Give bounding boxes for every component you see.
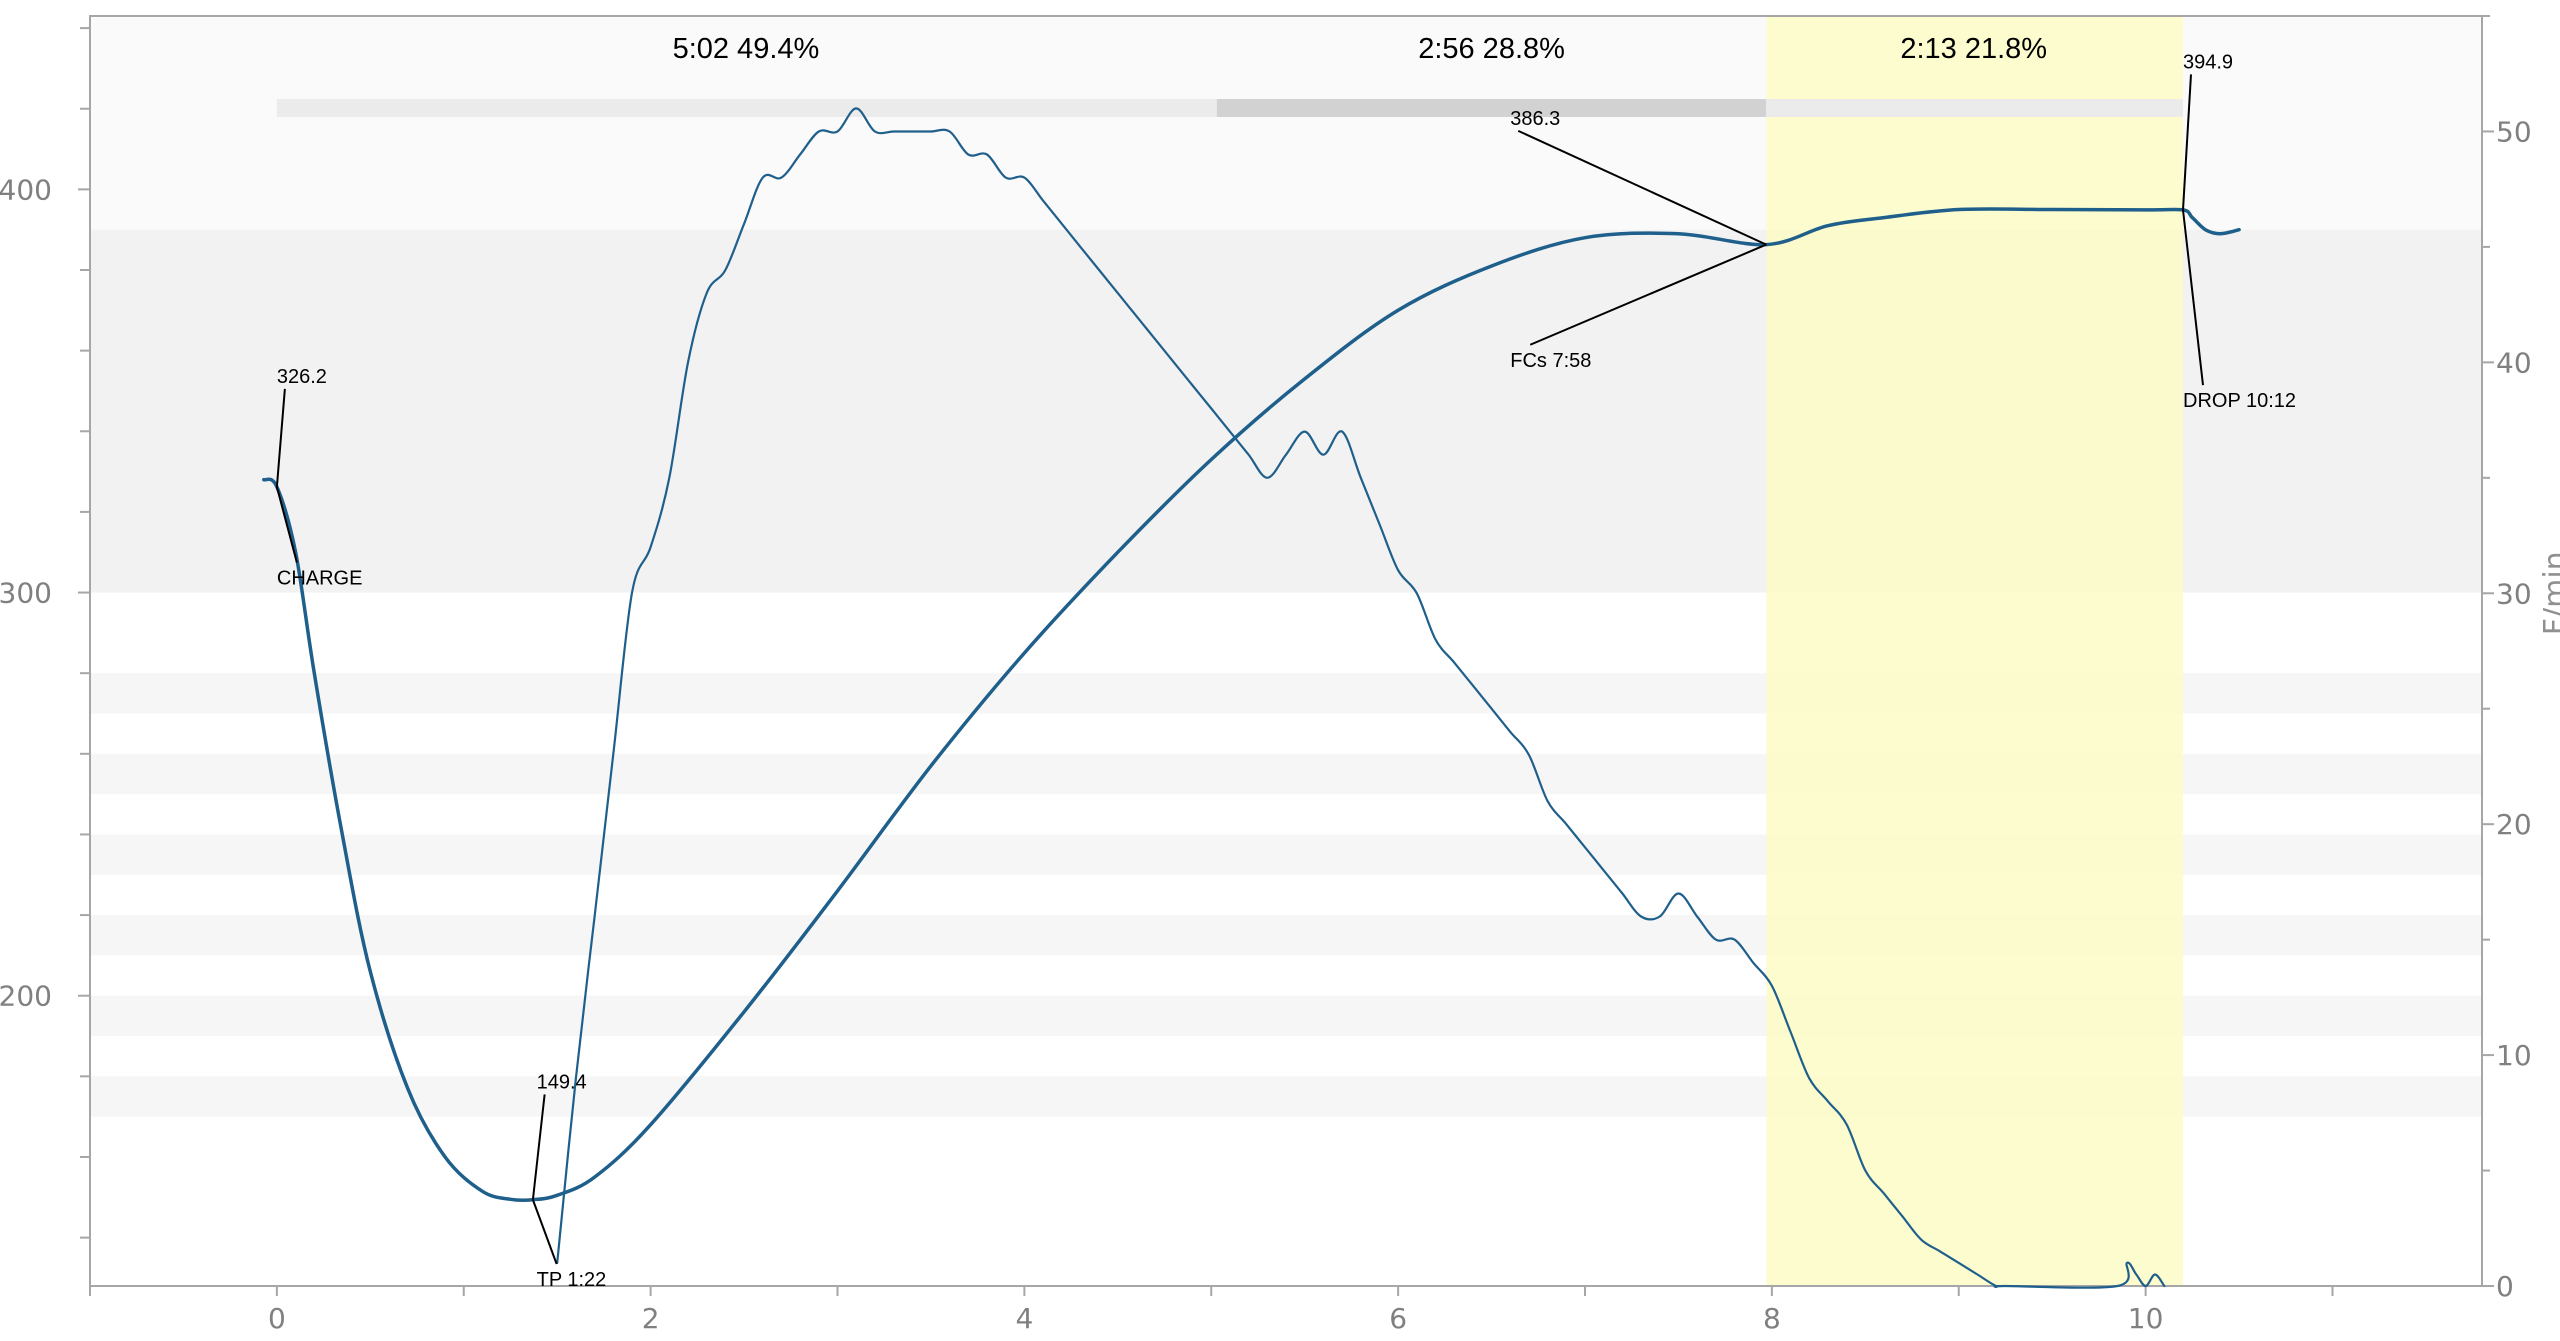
annotation-leader [1529,243,1767,346]
y2-tick-label: 0 [2496,1270,2514,1303]
annotation-event: FCs 7:58 [1510,350,1591,372]
phase-bar-segment [276,99,1217,117]
annotation-leader [2182,209,2204,386]
y2-tick-label: 10 [2496,1039,2532,1072]
annotation-leader [2182,74,2192,210]
bean-temperature-line [262,207,2241,1203]
y-tick-label: 300 [0,577,52,610]
y-tick-label: 400 [0,173,52,206]
y2-tick-label: 30 [2496,577,2532,610]
x-tick-label: 2 [642,1302,660,1335]
y2-tick-label: 50 [2496,115,2532,148]
annotation-value: 326.2 [277,366,327,388]
x-tick-label: 10 [2128,1302,2164,1335]
x-tick-label: 4 [1015,1302,1033,1335]
annotation-event: DROP 10:12 [2183,390,2296,412]
annotation-leader [275,486,298,563]
annotation-event: CHARGE [277,567,363,589]
phase-bar-segment [1766,99,2183,117]
y2-axis-title: F/min [2538,551,2560,635]
annotation-leader [531,1094,546,1200]
plot-frame [89,15,2483,1287]
x-tick-label: 0 [268,1302,286,1335]
phase-label: 2:13 21.8% [1900,33,2047,65]
annotation-leader [275,388,286,487]
x-tick-label: 8 [1763,1302,1781,1335]
y2-tick-label: 40 [2496,346,2532,379]
x-tick-label: 6 [1389,1302,1407,1335]
annotation-event: TP 1:22 [537,1269,607,1291]
phase-bar-segment [1216,99,1767,117]
y2-tick-label: 20 [2496,808,2532,841]
phase-label: 5:02 49.4% [673,33,820,65]
annotation-leader [531,1199,558,1265]
annotation-value: 149.4 [537,1071,587,1093]
development-highlight [1766,16,2183,1286]
rate-of-rise-line [556,107,2166,1289]
annotation-leader [1517,129,1767,246]
annotation-value: 394.9 [2183,51,2233,73]
y-tick-label: 200 [0,980,52,1013]
annotation-value: 386.3 [1510,108,1560,130]
phase-label: 2:56 28.8% [1418,33,1565,65]
